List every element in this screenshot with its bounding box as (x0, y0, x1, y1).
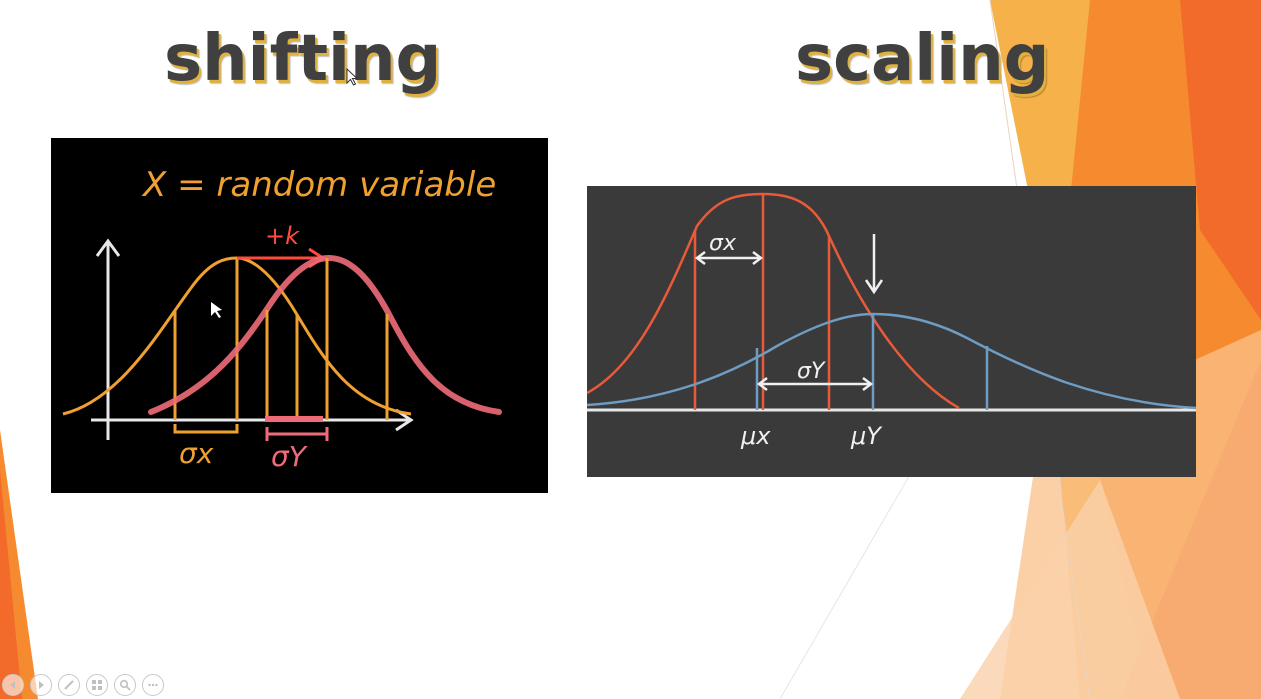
sigma-y-label: σY (797, 359, 826, 384)
slides-icon (92, 680, 102, 690)
scaling-diagram-svg: σx σY μx μY (587, 192, 1196, 450)
pen-icon (64, 680, 74, 690)
shifted-distribution-curve (148, 254, 502, 415)
sigma-x-bracket (173, 424, 239, 434)
mu-x-label: μx (740, 422, 771, 450)
sigma-x-arrow-right (752, 251, 764, 265)
slides-button[interactable] (86, 674, 108, 696)
back-button[interactable] (2, 674, 24, 696)
y-axis-arrow (95, 238, 121, 257)
more-options-button[interactable] (142, 674, 164, 696)
narrow-distribution-curve (587, 192, 960, 410)
shift-label: +k (265, 222, 300, 250)
sigma-y-label: σY (271, 440, 308, 473)
pen-button[interactable] (58, 674, 80, 696)
sigma-x-label: σx (709, 231, 737, 256)
shifting-diagram: X = random variable +k σx σY (51, 138, 548, 493)
flatten-arrow-head (864, 279, 884, 295)
sigma-y-arrow-right (862, 377, 874, 391)
zoom-button[interactable] (114, 674, 136, 696)
sigma-x-arrow-left (694, 251, 706, 265)
pointer-icon (211, 302, 222, 318)
forward-icon (39, 681, 44, 689)
back-icon (10, 681, 15, 689)
mu-y-label: μY (850, 422, 883, 450)
wide-distribution-curve (587, 312, 1196, 410)
title-scaling: scaling (795, 22, 1050, 96)
forward-button[interactable] (30, 674, 52, 696)
shifting-diagram-svg: X = random variable +k σx σY (62, 165, 502, 473)
slideshow-toolbar (0, 674, 164, 698)
zoom-icon (119, 679, 131, 691)
sigma-x-label: σx (179, 437, 214, 470)
scaling-diagram: σx σY μx μY (587, 186, 1196, 477)
random-variable-heading: X = random variable (141, 165, 496, 205)
sigma-y-arrow-left (756, 377, 768, 391)
more-icon (148, 683, 158, 687)
mouse-cursor-icon (346, 68, 358, 86)
title-shifting: shifting (164, 22, 442, 96)
